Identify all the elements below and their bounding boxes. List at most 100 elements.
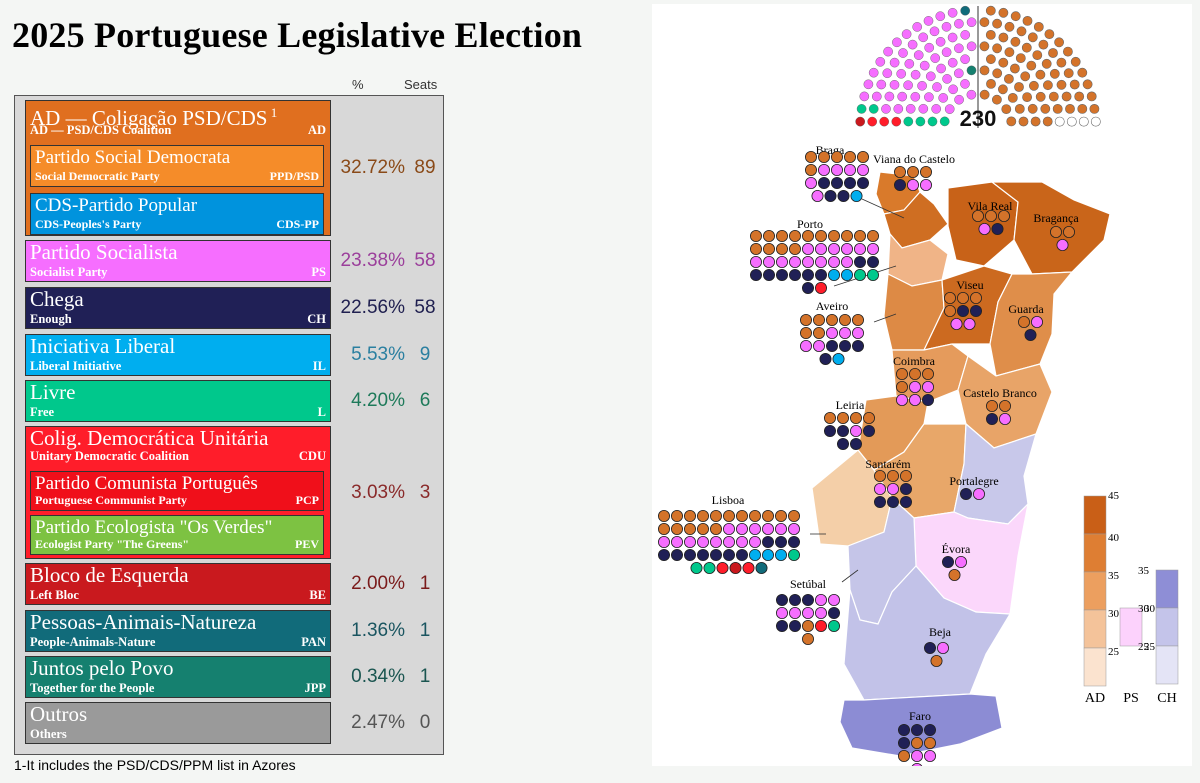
district-seat-ch (819, 352, 832, 365)
parliament-seat-ad (979, 65, 990, 76)
district-seat-ch (670, 549, 683, 562)
district-seat-ad (801, 229, 814, 242)
party-abbreviation: IL (312, 359, 326, 373)
district-seat-ps (972, 487, 985, 500)
district-seat-cdu (814, 620, 827, 633)
total-seats-label: 230 (960, 106, 997, 131)
parliament-seat-ps (901, 29, 912, 39)
parliament-seat-l (927, 116, 938, 127)
district-label: Castelo Branco (963, 386, 1037, 400)
parliament-seat-ad (1082, 79, 1093, 90)
district-seat-ad (1017, 315, 1030, 328)
district-seat-ch (801, 281, 814, 294)
ch-scale-tick: 30 (1138, 603, 1150, 615)
parliament-seat-ps (876, 79, 887, 90)
parliament-seat-ps (947, 57, 958, 68)
parliament-seat-ad (1062, 46, 1073, 57)
district-seat-ps (723, 523, 736, 536)
parliament-seat-ps (941, 47, 952, 58)
district-seat-ps (736, 536, 749, 549)
district-seat-ps (838, 326, 851, 339)
district-seat-ps (710, 536, 723, 549)
parliament-seat-ad (991, 94, 1002, 105)
vote-percentage: 22.56% (340, 297, 405, 318)
district-seat-ps (749, 523, 762, 536)
district-seat-ch (697, 549, 710, 562)
parliament-seat-ad (1077, 104, 1088, 114)
member-party-name: Partido Comunista Português (35, 473, 258, 494)
parliament-seat-l (903, 116, 914, 127)
district-seat-l (690, 562, 703, 575)
district-seat-ps (814, 607, 827, 620)
district-seat-ps (843, 163, 856, 176)
parliament-seat-ad (1009, 63, 1020, 74)
parliament-seat-ad (1022, 92, 1032, 102)
parliament-seat-ad (1010, 11, 1021, 22)
district-seat-ad (787, 509, 800, 522)
district-seat-ps (763, 255, 776, 268)
party-english-name: Unitary Democratic Coalition (30, 449, 189, 463)
parliament-seat-ps (960, 54, 970, 65)
parliament-seat-ad (1033, 21, 1044, 32)
parliament-seat-ps (882, 68, 893, 78)
district-seat-l (827, 620, 840, 633)
parliament-seat-ps (924, 42, 935, 53)
parliament-seat-ad (1004, 47, 1015, 58)
district-leader-line (841, 569, 859, 583)
parliament-seat-ps (913, 50, 924, 60)
district-seat-ps (963, 317, 976, 330)
district-seat-ch (762, 536, 775, 549)
district-seat-ps (908, 393, 921, 406)
district-seat-il (749, 549, 762, 562)
district-seat-cdu (716, 562, 729, 575)
vote-percentage: 4.20% (351, 390, 405, 411)
parliament-seat-ad (998, 7, 1009, 18)
district-seat-ad (670, 509, 683, 522)
ad-scale-segment (1083, 495, 1107, 535)
district-seat-ad (969, 291, 982, 304)
district-seat-ps (851, 326, 864, 339)
parliament-seat-ps (863, 79, 874, 90)
district-seat-ps (827, 242, 840, 255)
parliament-seat-ad (992, 68, 1003, 79)
party-abbreviation: L (317, 405, 326, 419)
ch-scale-segment (1155, 607, 1179, 647)
party-english-name: Liberal Initiative (30, 359, 122, 373)
district-seat-ch (866, 255, 879, 268)
district-seat-ad (851, 313, 864, 326)
seat-count: 9 (419, 344, 431, 365)
district-seat-l (866, 268, 879, 281)
ps-scale-label: PS (1123, 691, 1139, 706)
parliament-seat-ps (930, 53, 941, 63)
district-seat-ad (658, 509, 670, 522)
party-name: Juntos pelo Povo (30, 656, 174, 680)
district-seat-il (762, 549, 775, 562)
ad-scale-tick: 25 (1108, 646, 1120, 658)
district-label: Leiria (836, 398, 865, 412)
district-seat-be (729, 562, 742, 575)
vote-percentage: 2.00% (351, 573, 405, 594)
parliament-seat-ad (979, 17, 990, 28)
district-label: Setúbal (790, 577, 827, 591)
parliament-seat-ps (936, 63, 946, 74)
parliament-seat-ps (910, 69, 921, 80)
ps-scale-segment (1119, 607, 1143, 647)
ad-scale-segment (1083, 533, 1107, 573)
party-english-name: Others (30, 727, 67, 741)
district-seat-ad (897, 750, 910, 763)
party-row-jpp: Juntos pelo Povo Together for the People J… (25, 656, 331, 698)
parliament-seat-ad (1048, 91, 1059, 102)
parliament-seat-ps (918, 32, 929, 43)
parliament-seat-ad (1035, 69, 1046, 80)
parliament-seat-l (868, 104, 879, 114)
party-row-out: Outros Others (25, 702, 331, 744)
district-seat-ps (840, 242, 853, 255)
district-seat-ch (899, 495, 912, 508)
district-seat-ch (853, 255, 866, 268)
district-seat-ch (886, 495, 899, 508)
parliament-seat-ad (1070, 56, 1081, 67)
parliament-seat-ps (929, 26, 940, 37)
district-seat-ps (840, 255, 853, 268)
party-english-name: Free (30, 405, 55, 419)
